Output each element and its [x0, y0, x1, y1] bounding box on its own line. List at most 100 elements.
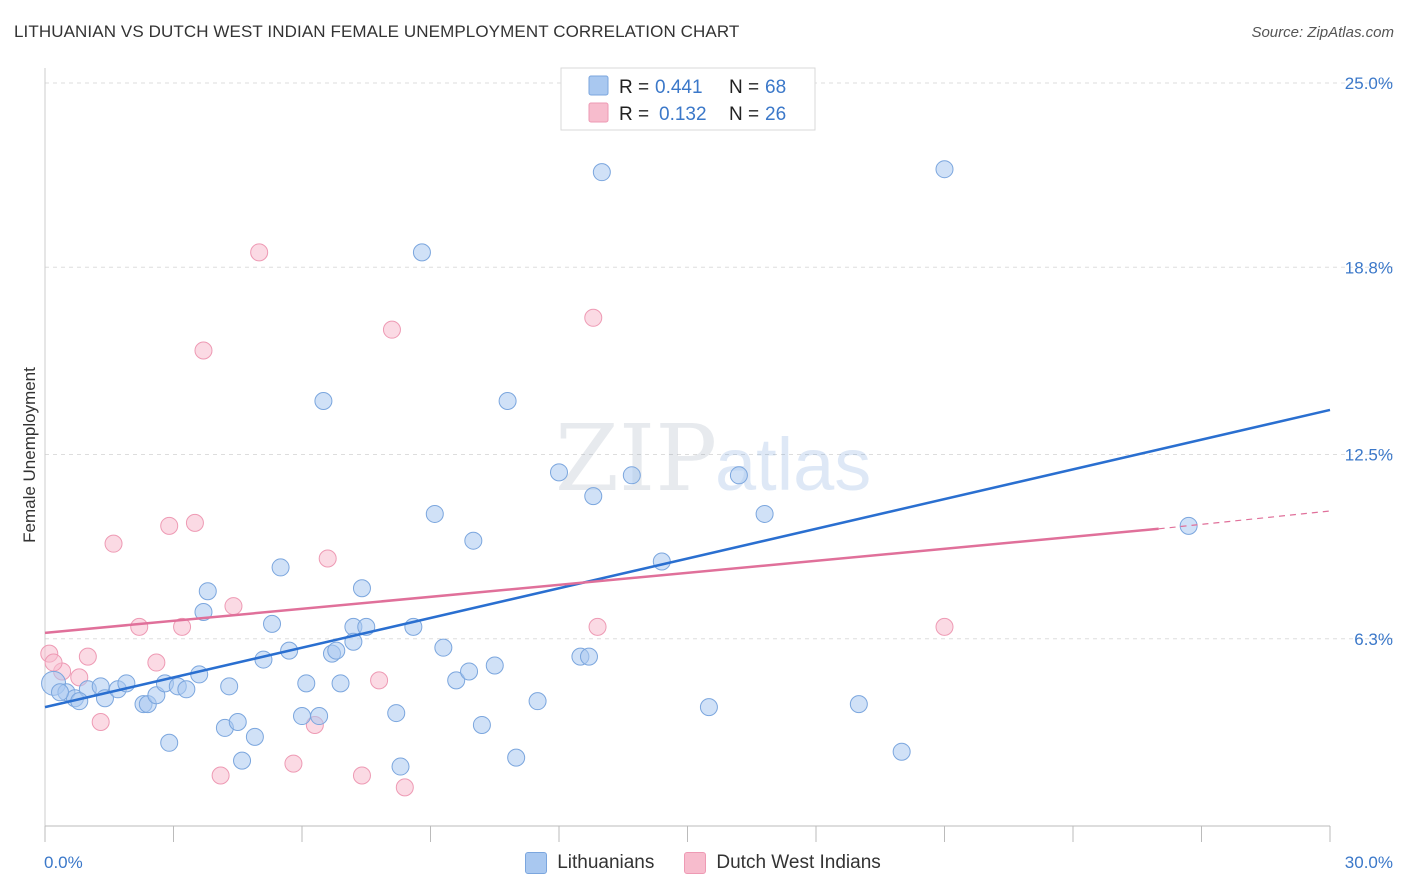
data-point-lithuanians: [528, 692, 547, 711]
legend-item-dutch-west-indians[interactable]: Dutch West Indians: [684, 852, 881, 874]
data-point-lithuanians: [935, 160, 954, 179]
data-point-lithuanians: [177, 680, 196, 699]
data-point-dutch-west-indians: [584, 308, 603, 327]
axes: [44, 68, 1331, 842]
data-point-lithuanians: [194, 603, 213, 622]
tick-labels: 6.3% 12.5% 18.8% 25.0% 0.0% 30.0%: [44, 74, 1393, 872]
data-point-lithuanians: [729, 466, 748, 485]
data-point-lithuanians: [331, 674, 350, 693]
data-point-lithuanians: [892, 742, 911, 761]
data-point-lithuanians: [233, 751, 252, 770]
data-point-lithuanians: [592, 163, 611, 182]
r-value-lithuanians: 0.441: [655, 77, 703, 98]
r-value-dutch: 0.132: [659, 104, 707, 125]
data-point-lithuanians: [579, 647, 598, 666]
data-point-dutch-west-indians: [130, 617, 149, 636]
trend-line-dutch-west-indians: [44, 527, 1159, 635]
data-point-dutch-west-indians: [935, 617, 954, 636]
n-label-1: N =: [729, 77, 759, 98]
data-point-dutch-west-indians: [104, 534, 123, 553]
data-point-lithuanians: [391, 757, 410, 776]
data-point-lithuanians: [622, 466, 641, 485]
data-point-lithuanians: [387, 704, 406, 723]
y-tick-label: 12.5%: [1345, 446, 1393, 465]
trend-lines: [44, 408, 1331, 709]
data-point-dutch-west-indians: [185, 513, 204, 532]
data-point-lithuanians: [425, 504, 444, 523]
legend-swatch-lithuanians: [525, 852, 548, 874]
legend-swatch-dutch-west-indians: [684, 852, 707, 874]
data-point-dutch-west-indians: [224, 597, 243, 616]
data-point-dutch-west-indians: [284, 754, 303, 773]
data-point-lithuanians: [297, 674, 316, 693]
source-credit: Source: ZipAtlas.com: [1251, 24, 1394, 41]
trend-line-lithuanians: [44, 408, 1331, 709]
r-label-2: R =: [619, 104, 649, 125]
data-point-lithuanians: [460, 662, 479, 681]
data-point-lithuanians: [447, 671, 466, 690]
legend-item-lithuanians[interactable]: Lithuanians: [525, 852, 654, 874]
data-point-dutch-west-indians: [173, 617, 192, 636]
data-point-lithuanians: [352, 579, 371, 598]
y-tick-label: 6.3%: [1354, 630, 1393, 649]
data-point-lithuanians: [198, 582, 217, 601]
watermark-atlas: atlas: [715, 423, 871, 506]
data-point-lithuanians: [327, 641, 346, 660]
data-point-lithuanians: [849, 695, 868, 714]
watermark-zip: ZIP: [555, 405, 717, 512]
x-tick-label: 30.0%: [1345, 853, 1393, 872]
data-point-lithuanians: [1179, 516, 1198, 535]
data-point-dutch-west-indians: [194, 341, 213, 360]
data-point-lithuanians: [310, 707, 329, 726]
data-point-lithuanians: [271, 558, 290, 577]
stats-swatch-dutch: [588, 102, 609, 123]
r-label-1: R =: [619, 77, 649, 98]
data-point-dutch-west-indians: [370, 671, 389, 690]
n-value-dutch: 26: [765, 104, 786, 125]
data-point-dutch-west-indians: [91, 712, 110, 731]
data-point-dutch-west-indians: [352, 766, 371, 785]
data-point-lithuanians: [652, 552, 671, 571]
series-lithuanians: [41, 160, 1198, 776]
stats-swatch-lithuanians: [588, 75, 609, 96]
stats-legend: R = 0.441 N = 68 R = 0.132 N = 26: [560, 67, 816, 131]
data-point-dutch-west-indians: [395, 778, 414, 797]
data-point-lithuanians: [314, 392, 333, 411]
data-point-dutch-west-indians: [78, 647, 97, 666]
data-point-dutch-west-indians: [211, 766, 230, 785]
data-point-lithuanians: [190, 665, 209, 684]
data-point-dutch-west-indians: [147, 653, 166, 672]
data-point-dutch-west-indians: [160, 516, 179, 535]
data-point-lithuanians: [160, 733, 179, 752]
n-value-lithuanians: 68: [765, 77, 786, 98]
data-point-dutch-west-indians: [250, 243, 269, 262]
data-point-lithuanians: [507, 748, 526, 767]
data-point-dutch-west-indians: [44, 653, 63, 672]
legend-label-dutch-west-indians: Dutch West Indians: [716, 852, 881, 873]
data-point-lithuanians: [412, 243, 431, 262]
y-tick-label: 18.8%: [1345, 258, 1393, 277]
data-point-lithuanians: [220, 677, 239, 696]
x-tick-label: 0.0%: [44, 853, 83, 872]
n-label-2: N =: [729, 104, 759, 125]
data-point-lithuanians: [498, 392, 517, 411]
data-point-lithuanians: [485, 656, 504, 675]
data-point-lithuanians: [434, 638, 453, 657]
data-point-lithuanians: [263, 614, 282, 633]
chart-title: LITHUANIAN VS DUTCH WEST INDIAN FEMALE U…: [14, 22, 740, 41]
trend-line-dutch-west-indians-extension: [1158, 510, 1331, 530]
grid-lines: [45, 82, 1395, 640]
y-tick-label: 25.0%: [1345, 74, 1393, 93]
series-legend: Lithuanians Dutch West Indians: [0, 852, 1406, 874]
data-point-lithuanians: [254, 650, 273, 669]
data-point-lithuanians: [293, 707, 311, 726]
data-point-lithuanians: [228, 712, 247, 731]
data-point-lithuanians: [550, 463, 568, 482]
data-point-lithuanians: [699, 698, 718, 717]
data-point-lithuanians: [472, 715, 491, 734]
data-point-lithuanians: [755, 504, 774, 523]
data-point-dutch-west-indians: [382, 320, 401, 339]
data-point-lithuanians: [50, 683, 69, 702]
data-point-lithuanians: [245, 727, 264, 746]
